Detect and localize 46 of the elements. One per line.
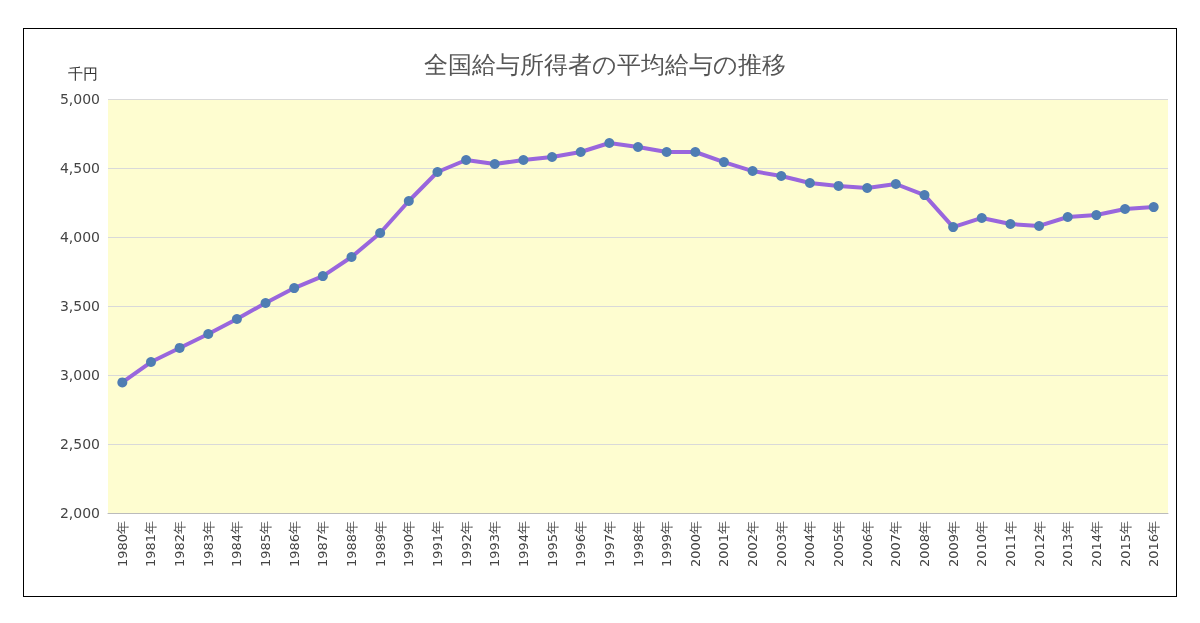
x-tick-label: 1996年: [573, 521, 589, 568]
x-tick-label: 2013年: [1060, 521, 1076, 568]
x-tick-label: 2010年: [974, 521, 990, 568]
x-tick-label: 2001年: [716, 521, 732, 568]
y-tick-label: 2,000: [59, 505, 100, 521]
x-tick-label: 1986年: [286, 521, 302, 568]
x-tick-label: 1997年: [601, 521, 617, 568]
x-tick-label: 2003年: [773, 521, 789, 568]
x-tick-label: 2012年: [1031, 521, 1047, 568]
x-tick-label: 1993年: [487, 521, 503, 568]
x-tick-label: 1992年: [458, 521, 474, 568]
y-tick-label: 5,000: [59, 91, 100, 107]
x-tick-label: 1985年: [258, 521, 274, 568]
x-tick-label: 1989年: [372, 521, 388, 568]
x-tick-label: 2002年: [745, 521, 761, 568]
x-tick-label: 1983年: [200, 521, 216, 568]
x-tick-label: 1982年: [172, 521, 188, 568]
x-tick-label: 2005年: [831, 521, 847, 568]
y-tick-label: 4,500: [59, 160, 100, 176]
y-axis-title: 千円: [68, 64, 98, 83]
x-tick-label: 1998年: [630, 521, 646, 568]
x-tick-label: 2004年: [802, 521, 818, 568]
x-tick-label: 1991年: [429, 521, 445, 568]
x-tick-label: 1980年: [114, 521, 130, 568]
x-tick-label: 2000年: [687, 521, 703, 568]
x-tick-label: 2011年: [1002, 521, 1018, 568]
x-tick-label: 2014年: [1088, 521, 1104, 568]
x-tick-label: 2016年: [1146, 521, 1162, 568]
x-tick-label: 1984年: [229, 521, 245, 568]
x-tick-label: 2008年: [916, 521, 932, 568]
x-tick-label: 1987年: [315, 521, 331, 568]
x-tick-label: 2015年: [1117, 521, 1133, 568]
y-tick-label: 4,000: [59, 229, 100, 245]
y-tick-label: 2,500: [59, 436, 100, 452]
x-tick-label: 1994年: [515, 521, 531, 568]
x-tick-label: 2007年: [888, 521, 904, 568]
x-tick-label: 1981年: [143, 521, 159, 568]
x-tick-label: 1990年: [401, 521, 417, 568]
x-tick-label: 1999年: [659, 521, 675, 568]
x-tick-label: 1995年: [544, 521, 560, 568]
x-tick-label: 1988年: [344, 521, 360, 568]
x-tick-label: 2009年: [945, 521, 961, 568]
y-tick-label: 3,500: [59, 298, 100, 314]
x-tick-label: 2006年: [859, 521, 875, 568]
y-tick-label: 3,000: [59, 367, 100, 383]
chart-title: 全国給与所得者の平均給与の推移: [424, 51, 786, 79]
